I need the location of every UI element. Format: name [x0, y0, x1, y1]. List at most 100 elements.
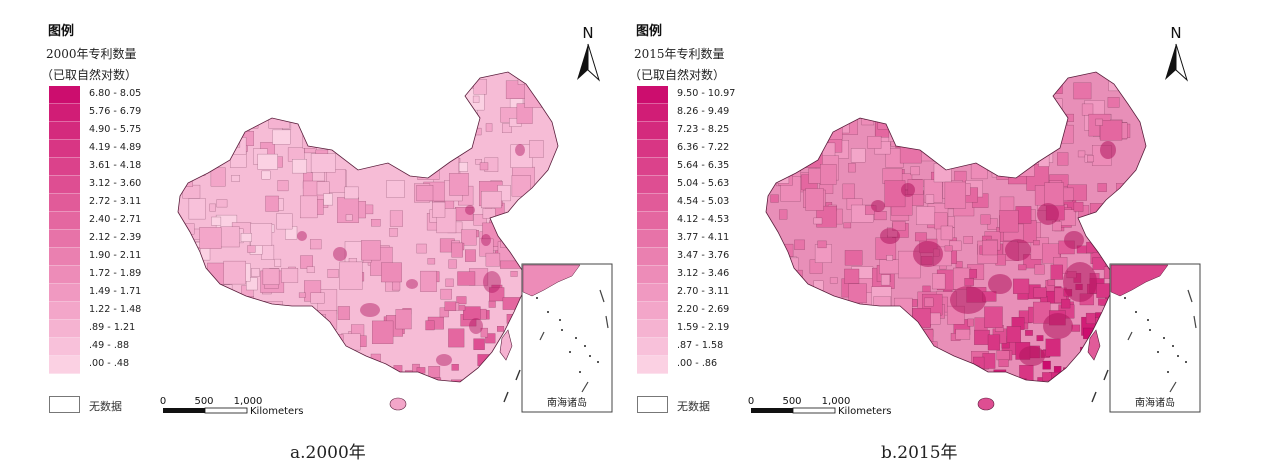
legend-range-label: 5.76 - 6.79	[89, 106, 142, 117]
legend-class-row: 7.23 - 8.25	[637, 122, 757, 140]
legend-class-row: 3.77 - 4.11	[637, 230, 757, 248]
inset-label: 南海诸岛	[547, 396, 587, 409]
legend-swatch	[637, 158, 668, 176]
scale-tick-1000: 1,000	[822, 396, 851, 407]
legend-swatch	[637, 104, 668, 122]
legend-range-label: 6.80 - 8.05	[89, 88, 142, 99]
legend-class-row: .89 - 1.21	[49, 320, 169, 338]
legend-swatch	[49, 266, 80, 284]
scale-unit: Kilometers	[250, 406, 304, 417]
legend-class-row: .00 - .48	[49, 356, 169, 374]
legend-title: 图例	[636, 24, 663, 39]
legend-class-row: 3.47 - 3.76	[637, 248, 757, 266]
legend-range-label: 4.12 - 4.53	[677, 214, 730, 225]
legend-range-label: 8.26 - 9.49	[677, 106, 730, 117]
legend-swatch	[637, 320, 668, 338]
legend-range-label: .49 - .88	[89, 340, 130, 351]
legend-swatch	[637, 284, 668, 302]
legend-swatch	[49, 302, 80, 320]
legend-class-row: 2.20 - 2.69	[637, 302, 757, 320]
legend-swatch	[637, 176, 668, 194]
legend-class-row: 5.64 - 6.35	[637, 158, 757, 176]
legend-classes: 6.80 - 8.05 5.76 - 6.79 4.90 - 5.75 4.19 - …	[49, 86, 169, 374]
legend-class-row: 1.49 - 1.71	[49, 284, 169, 302]
south-china-sea-inset: 南海诸岛	[521, 263, 613, 413]
legend-swatch	[49, 122, 80, 140]
legend-swatch	[49, 338, 80, 356]
legend-swatch	[49, 104, 80, 122]
taiwan-shape	[499, 329, 513, 361]
legend-range-label: 4.54 - 5.03	[677, 196, 730, 207]
legend-swatch	[49, 176, 80, 194]
legend-class-row: 6.80 - 8.05	[49, 86, 169, 104]
legend-class-row: 9.50 - 10.97	[637, 86, 757, 104]
legend-swatch	[49, 284, 80, 302]
north-arrow-icon: N	[1165, 24, 1189, 82]
legend-class-row: 3.61 - 4.18	[49, 158, 169, 176]
legend-range-label: 2.72 - 3.11	[89, 196, 142, 207]
legend-class-row: 4.19 - 4.89	[49, 140, 169, 158]
legend-range-label: 1.59 - 2.19	[677, 322, 730, 333]
scale-tick-500: 500	[782, 396, 801, 407]
legend-class-row: 4.12 - 4.53	[637, 212, 757, 230]
legend-swatch	[637, 248, 668, 266]
legend-note: （已取自然对数）	[629, 68, 726, 82]
legend-class-row: 1.59 - 2.19	[637, 320, 757, 338]
legend-class-row: .49 - .88	[49, 338, 169, 356]
map-panel-2000: 图例 2000年专利数量 （已取自然对数） 6.80 - 8.05 5.76 - …	[40, 0, 640, 467]
map-body	[177, 71, 559, 411]
scale-tick-1000: 1,000	[234, 396, 263, 407]
legend-range-label: 1.22 - 1.48	[89, 304, 142, 315]
inset-label: 南海诸岛	[1135, 396, 1175, 409]
scale-unit: Kilometers	[838, 406, 892, 417]
hainan-shape	[977, 397, 995, 411]
no-data-swatch	[49, 396, 80, 413]
legend-range-label: 3.12 - 3.46	[677, 268, 730, 279]
legend-class-row: .00 - .86	[637, 356, 757, 374]
legend-swatch	[49, 248, 80, 266]
legend-swatch	[637, 230, 668, 248]
legend-class-row: 3.12 - 3.46	[637, 266, 757, 284]
legend-range-label: 5.64 - 6.35	[677, 160, 730, 171]
legend-range-label: 4.90 - 5.75	[89, 124, 142, 135]
legend-swatch	[49, 230, 80, 248]
legend-swatch	[49, 356, 80, 374]
legend-class-row: 4.54 - 5.03	[637, 194, 757, 212]
map-panel-2015: 图例 2015年专利数量 （已取自然对数） 9.50 - 10.97 8.26 -…	[628, 0, 1228, 467]
legend-class-row: 1.90 - 2.11	[49, 248, 169, 266]
legend-note: （已取自然对数）	[41, 68, 138, 82]
china-choropleth-map: N 0 500 1,000 Kilometers 南海诸岛	[160, 24, 613, 417]
legend-swatch	[49, 320, 80, 338]
legend-range-label: .89 - 1.21	[89, 322, 136, 333]
no-data-swatch	[637, 396, 668, 413]
legend-class-row: 2.40 - 2.71	[49, 212, 169, 230]
scale-tick-0: 0	[748, 396, 754, 407]
legend-swatch	[637, 338, 668, 356]
legend-range-label: 4.19 - 4.89	[89, 142, 142, 153]
scale-tick-500: 500	[194, 396, 213, 407]
legend-range-label: 7.23 - 8.25	[677, 124, 730, 135]
legend-range-label: 5.04 - 5.63	[677, 178, 730, 189]
figure-caption: a.2000年	[290, 443, 366, 463]
north-label: N	[582, 24, 593, 42]
legend-swatch	[637, 140, 668, 158]
legend-class-row: 1.22 - 1.48	[49, 302, 169, 320]
china-choropleth-map: N 0 500 1,000 Kilometers 南海诸岛	[748, 24, 1201, 417]
legend-swatch	[637, 266, 668, 284]
legend-range-label: 1.72 - 1.89	[89, 268, 142, 279]
legend-range-label: 2.20 - 2.69	[677, 304, 730, 315]
legend-swatch	[637, 194, 668, 212]
legend-classes: 9.50 - 10.97 8.26 - 9.49 7.23 - 8.25 6.36 -…	[637, 86, 757, 374]
no-data-label: 无数据	[677, 400, 710, 413]
legend-swatch	[49, 140, 80, 158]
no-data-label: 无数据	[89, 400, 122, 413]
figure-caption: b.2015年	[881, 443, 958, 463]
legend-class-row: 2.72 - 3.11	[49, 194, 169, 212]
legend-no-data: 无数据	[49, 396, 169, 414]
north-arrow-icon: N	[577, 24, 601, 82]
legend-range-label: 1.49 - 1.71	[89, 286, 142, 297]
taiwan-shape	[1087, 329, 1101, 361]
legend-range-label: .87 - 1.58	[677, 340, 724, 351]
hainan-shape	[389, 397, 407, 411]
legend-range-label: 3.77 - 4.11	[677, 232, 730, 243]
